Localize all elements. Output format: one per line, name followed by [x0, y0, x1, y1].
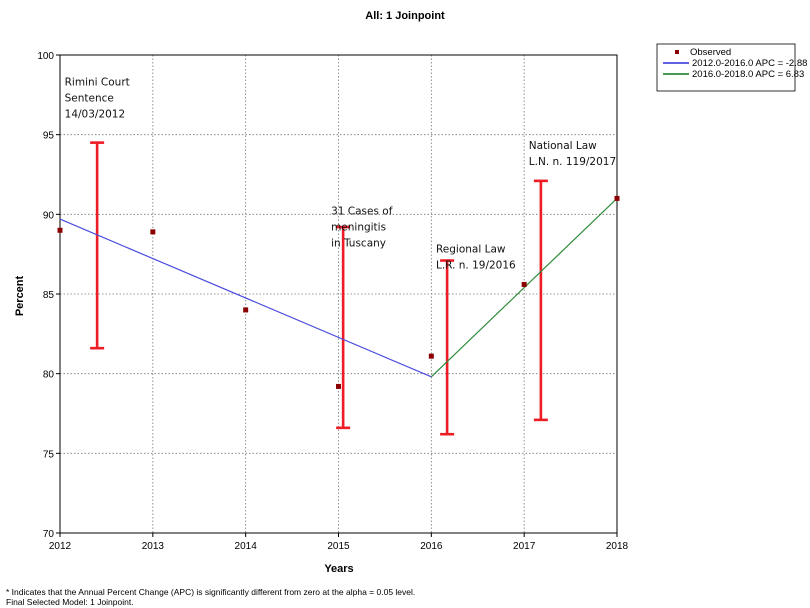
- footnote-final-model: Final Selected Model: 1 Joinpoint.: [6, 597, 134, 607]
- observed-point: [336, 383, 341, 389]
- annotation-line: meningitis: [331, 221, 386, 233]
- x-axis-label: Years: [324, 563, 353, 575]
- apc-segment-line: [430, 197, 618, 378]
- annotation-line: National Law: [529, 140, 597, 152]
- annotation-line: 14/03/2012: [65, 108, 126, 120]
- annotation-line: L.R. n. 19/2016: [436, 260, 516, 272]
- legend-observed-label: Observed: [690, 47, 731, 58]
- annotation-text: National Law L.N. n. 119/2017: [529, 140, 616, 168]
- annotation-line: Regional Law: [436, 244, 506, 256]
- y-tick-label: 85: [43, 290, 55, 301]
- legend-observed-marker: [675, 50, 679, 54]
- y-tick-label: 95: [43, 131, 55, 142]
- legend-segment-label: 2016.0-2018.0 APC = 6.83: [692, 69, 804, 80]
- annotation-text: Rimini Court Sentence 14/03/2012: [65, 76, 130, 120]
- annotation-text: Regional Law L.R. n. 19/2016: [436, 244, 516, 272]
- legend-segment-label: 2012.0-2016.0 APC = -2.88: [692, 58, 807, 69]
- x-tick-label: 2018: [606, 541, 629, 552]
- y-tick-label: 100: [37, 51, 54, 62]
- axes: 2012 2013 2014 2015 2016 2017 2018 70 75 80 85 90 95…: [37, 51, 628, 552]
- x-tick-label: 2016: [420, 541, 443, 552]
- x-tick-label: 2013: [142, 541, 165, 552]
- error-bar: [90, 141, 105, 350]
- footnote-significance: * Indicates that the Annual Percent Chan…: [6, 587, 416, 597]
- plot-frame: [59, 54, 618, 534]
- chart-title: All: 1 Joinpoint: [365, 10, 445, 22]
- y-axis-label: Percent: [14, 275, 26, 316]
- error-bar: [336, 225, 351, 430]
- legend-box: [656, 43, 796, 92]
- observed-point: [614, 195, 620, 201]
- annotation-text: 31 Cases of meningitis in Tuscany: [331, 205, 393, 249]
- y-tick-label: 75: [43, 449, 55, 460]
- y-tick-label: 80: [43, 370, 55, 381]
- observed-point: [57, 227, 63, 233]
- joinpoint-chart: All: 1 Joinpoint 2012 2013 2014 2015 2016 201…: [14, 10, 807, 575]
- annotation-line: in Tuscany: [331, 237, 386, 249]
- series: [57, 141, 620, 436]
- x-tick-label: 2012: [49, 541, 72, 552]
- observed-point: [243, 307, 249, 313]
- error-bar: [533, 179, 548, 422]
- observed-point: [150, 229, 156, 235]
- annotations: Rimini Court Sentence 14/03/2012 31 Cases o…: [65, 76, 617, 271]
- x-tick-label: 2017: [513, 541, 536, 552]
- annotation-line: Rimini Court: [65, 76, 130, 88]
- apc-segment-line: [59, 218, 432, 378]
- x-tick-label: 2014: [235, 541, 258, 552]
- observed-point: [521, 281, 527, 287]
- observed-point: [428, 353, 434, 359]
- error-bar: [440, 259, 455, 436]
- grid: [60, 55, 617, 533]
- x-tick-label: 2015: [327, 541, 350, 552]
- annotation-line: L.N. n. 119/2017: [529, 156, 616, 168]
- annotation-line: Sentence: [65, 92, 114, 104]
- y-tick-label: 70: [43, 529, 55, 540]
- y-tick-label: 90: [43, 210, 55, 221]
- annotation-line: 31 Cases of: [331, 205, 393, 217]
